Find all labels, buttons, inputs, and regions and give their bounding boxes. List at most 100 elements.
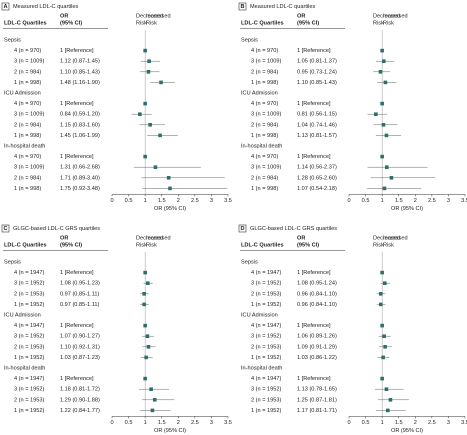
or-text: 1.18 (0.81-1.72) <box>60 387 100 393</box>
row-label: 2 (n = 984) <box>14 69 41 75</box>
or-marker <box>144 355 148 360</box>
or-text: 1.09 (0.91-1.29) <box>297 344 337 350</box>
x-tick-label: 2.5 <box>191 198 199 204</box>
x-tick-label: 3 <box>210 420 213 426</box>
row-label: 3 (n = 1009) <box>251 59 281 65</box>
or-marker <box>383 80 388 85</box>
or-marker <box>168 186 172 191</box>
or-marker <box>138 112 142 116</box>
decreased-risk-label: Decreased <box>136 235 163 241</box>
or-marker <box>382 59 386 63</box>
or-text: 0.97 (0.85-1.11) <box>60 302 100 308</box>
forest-panel: C GLGC-based LDL-C GRS quartiles LDL-C Qua… <box>1 224 232 434</box>
or-text: 1.08 (0.95-1.24) <box>297 281 337 287</box>
or-header: OR <box>297 235 305 241</box>
panel-title: Measured LDL-C quartiles <box>250 4 315 10</box>
or-text: 1.05 (0.81-1.37) <box>297 59 337 65</box>
row-label: 2 (n = 1953) <box>251 344 281 350</box>
x-tick-label: 1.5 <box>158 198 166 204</box>
x-tick-label: 1.5 <box>395 420 403 426</box>
or-text: 1 [Reference] <box>297 101 331 107</box>
row-label: 1 (n = 1952) <box>251 355 281 361</box>
x-tick-label: 3.5 <box>461 198 467 204</box>
or-header: OR <box>297 13 305 19</box>
or-text: 1.45 (1.06-1.99) <box>60 133 100 139</box>
or-text: 1.15 (0.83-1.60) <box>60 122 100 128</box>
or-text: 0.84 (0.59-1.20) <box>60 112 100 118</box>
panel-label: A <box>3 4 7 10</box>
or-header: OR <box>60 13 68 19</box>
row-label: 4 (n = 1947) <box>251 323 281 329</box>
or-marker <box>380 154 384 159</box>
or-marker <box>143 154 147 159</box>
panel-title: GLGC-based LDL-C GRS quartiles <box>250 226 337 232</box>
row-header: LDL-C Quartiles <box>241 20 284 26</box>
or-text: 1.25 (0.87-1.81) <box>297 397 337 403</box>
or-marker <box>382 334 386 338</box>
row-label: 2 (n = 1953) <box>14 397 44 403</box>
row-label: 3 (n = 1952) <box>251 281 281 287</box>
group-name: In-hospital death <box>4 365 45 371</box>
or-text: 1 [Reference] <box>297 323 331 329</box>
row-label: 3 (n = 1952) <box>14 334 44 340</box>
group-name: In-hospital death <box>241 365 282 371</box>
increased-risk-label: Risk <box>146 20 157 26</box>
or-marker <box>143 48 147 53</box>
or-text: 1 [Reference] <box>60 270 94 276</box>
or-marker <box>146 70 151 74</box>
row-label: 2 (n = 984) <box>14 122 41 128</box>
row-label: 1 (n = 1952) <box>14 302 44 308</box>
row-label: 2 (n = 1953) <box>14 291 44 297</box>
or-marker <box>381 355 385 360</box>
row-label: 1 (n = 998) <box>14 186 41 192</box>
or-marker <box>143 376 147 381</box>
or-marker <box>389 176 394 180</box>
or-text: 0.97 (0.85-1.11) <box>60 291 100 297</box>
increased-risk-label: Risk <box>383 20 394 26</box>
or-marker <box>166 176 171 180</box>
or-marker <box>150 408 155 413</box>
or-header: (95% CI) <box>297 242 319 248</box>
panel-label-box <box>238 224 247 233</box>
x-tick-label: 0.5 <box>362 420 370 426</box>
x-tick-label: 3 <box>447 420 450 426</box>
or-text: 1.07 (0.90-1.27) <box>60 334 100 340</box>
decreased-risk-label: Decreased <box>373 13 400 19</box>
x-tick-label: 0 <box>110 420 113 426</box>
panel-label-box <box>238 2 247 11</box>
row-label: 3 (n = 1952) <box>14 387 44 393</box>
or-text: 1.10 (0.85-1.43) <box>297 80 337 86</box>
or-marker <box>146 345 151 349</box>
increased-risk-label: Risk <box>146 242 157 248</box>
row-label: 2 (n = 984) <box>251 175 278 181</box>
row-label: 1 (n = 998) <box>251 186 278 192</box>
or-text: 1.03 (0.87-1.23) <box>60 355 100 361</box>
forest-panel: B Measured LDL-C quartiles LDL-C Quartiles… <box>238 2 467 212</box>
row-label: 4 (n = 1947) <box>14 270 44 276</box>
x-tick-label: 1 <box>381 420 384 426</box>
row-label: 3 (n = 1009) <box>14 112 44 118</box>
or-text: 1.07 (0.54-2.18) <box>297 186 337 192</box>
or-marker <box>149 387 153 391</box>
or-header: (95% CI) <box>60 20 82 26</box>
or-marker <box>382 281 387 285</box>
or-text: 0.96 (0.84-1.10) <box>297 302 337 308</box>
or-text: 1 [Reference] <box>297 270 331 276</box>
group-name: Sepsis <box>4 37 21 43</box>
decreased-risk-label: Risk <box>373 242 384 248</box>
or-marker <box>384 165 389 169</box>
or-text: 1 [Reference] <box>60 101 94 107</box>
or-marker <box>388 398 393 402</box>
or-header: (95% CI) <box>297 20 319 26</box>
row-label: 1 (n = 998) <box>14 133 41 139</box>
increased-risk-label: Increased <box>383 235 408 241</box>
row-label: 1 (n = 998) <box>14 80 41 86</box>
or-text: 1 [Reference] <box>60 48 94 54</box>
or-marker <box>374 112 378 116</box>
panel-title: GLGC-based LDL-C GRS quartiles <box>13 226 100 232</box>
or-marker <box>380 270 384 275</box>
x-tick-label: 0.5 <box>362 198 370 204</box>
x-axis-title: OR (95% CI) <box>391 206 423 212</box>
group-name: ICU Admission <box>241 312 278 318</box>
